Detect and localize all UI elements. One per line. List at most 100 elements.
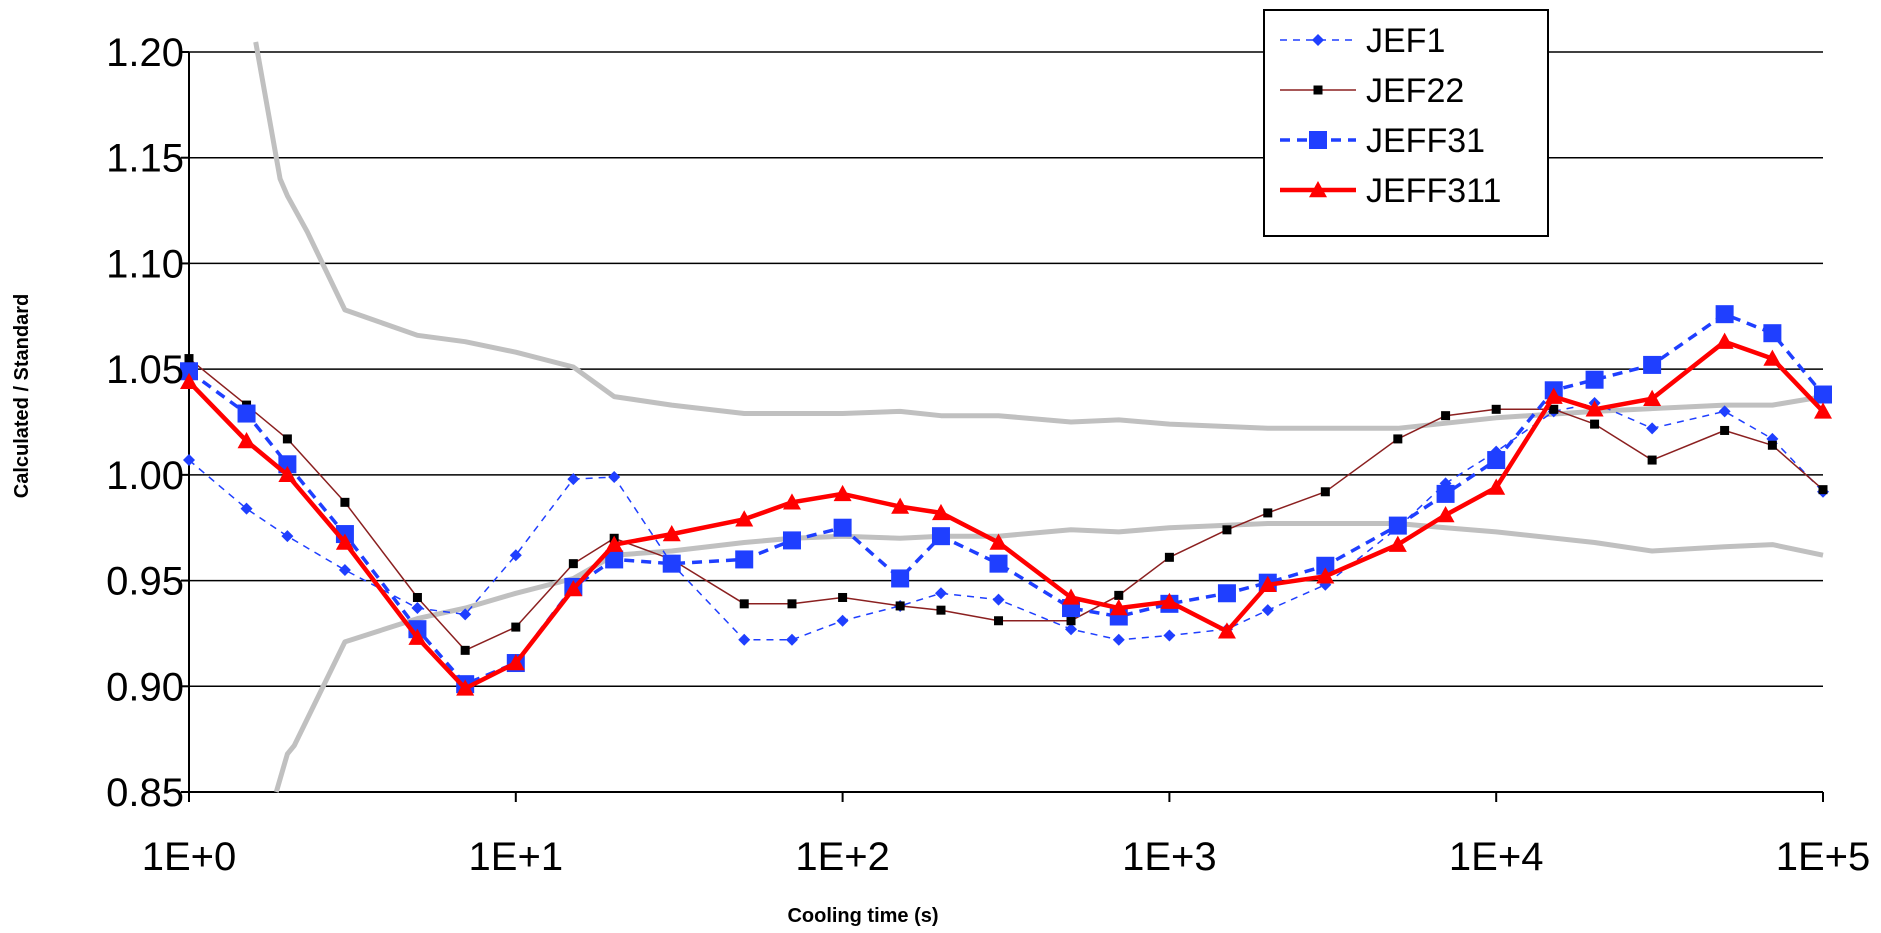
y-tick-label: 0.95 (106, 560, 184, 604)
data-point (1062, 588, 1081, 605)
data-point (1320, 487, 1330, 497)
data-point (1763, 349, 1782, 366)
legend-label: JEFF311 (1366, 172, 1501, 210)
y-tick-label: 1.20 (106, 31, 184, 75)
data-point (1814, 385, 1832, 404)
data-point (833, 518, 852, 537)
data-point (1114, 590, 1124, 600)
data-point (735, 510, 754, 527)
data-point (1643, 355, 1662, 374)
data-point (785, 633, 798, 646)
data-point (1388, 535, 1407, 552)
data-point (931, 503, 950, 521)
data-point (1217, 622, 1236, 639)
reference-bands (253, 41, 1824, 793)
legend: JEF1 JEF22 JEFF31 JEFF311 (1263, 9, 1549, 237)
data-point (184, 354, 194, 364)
data-point (782, 493, 801, 510)
data-point (989, 554, 1008, 573)
data-point (1065, 623, 1078, 636)
data-point (1109, 599, 1128, 616)
legend-swatch-marker (1313, 85, 1323, 95)
reference-band-line (273, 521, 1824, 793)
x-tick-label: 1E+3 (1122, 835, 1217, 879)
data-point (408, 628, 427, 645)
data-point (237, 404, 256, 423)
data-point (989, 533, 1008, 550)
data-point (662, 525, 681, 542)
y-tick-label: 0.90 (106, 665, 184, 709)
data-point (282, 434, 292, 444)
data-point (662, 554, 681, 573)
data-point (1112, 633, 1125, 646)
data-point (891, 497, 910, 514)
data-point (1763, 324, 1782, 343)
data-point (891, 569, 910, 588)
data-point (459, 608, 472, 621)
y-tick-label: 1.00 (106, 454, 184, 498)
series-jeff311 (180, 332, 1832, 696)
data-point (1718, 405, 1731, 418)
data-point (1316, 556, 1335, 575)
x-tick-label: 1E+2 (795, 835, 890, 879)
data-point (564, 580, 583, 597)
data-point (931, 527, 950, 546)
data-point (1258, 575, 1277, 592)
y-tick-label: 1.05 (106, 348, 184, 392)
data-point (1160, 592, 1179, 609)
data-point (605, 550, 624, 569)
data-point (1544, 387, 1563, 404)
data-point (934, 587, 947, 600)
series-jef22 (184, 354, 1828, 655)
data-point (739, 599, 749, 609)
data-point (782, 531, 801, 550)
series-group (180, 305, 1832, 696)
data-point (180, 362, 198, 381)
data-point (456, 679, 475, 696)
y-tick-label: 0.85 (106, 771, 184, 815)
data-point (1066, 616, 1076, 626)
data-point (787, 599, 797, 609)
legend-label: JEF22 (1366, 72, 1464, 110)
tick-labels: 0.85 0.90 0.95 1.00 1.05 1.10 1.15 1.20 1E+0 1E+1… (106, 31, 1870, 879)
x-axis-title: Cooling time (s) (787, 905, 938, 927)
data-point (237, 432, 256, 449)
data-point (1818, 485, 1828, 495)
data-point (1585, 400, 1604, 417)
data-point (1487, 478, 1506, 495)
data-point (836, 614, 849, 627)
x-tick-label: 1E+5 (1776, 835, 1871, 879)
data-point (1647, 455, 1657, 465)
legend-label: JEF1 (1366, 22, 1445, 60)
gridlines (189, 51, 1823, 688)
data-point (608, 470, 621, 483)
data-point (1316, 567, 1335, 584)
data-point (833, 484, 852, 502)
data-point (509, 549, 522, 562)
data-point (1715, 332, 1734, 349)
data-point (1487, 451, 1506, 470)
series-jef1 (183, 396, 1829, 646)
y-tick-label: 1.15 (106, 137, 184, 181)
data-point (605, 535, 624, 552)
data-point (278, 465, 297, 483)
data-point (1163, 629, 1176, 642)
data-point (335, 533, 354, 550)
data-point (1388, 516, 1407, 535)
series-line (188, 402, 1824, 641)
data-point (1261, 604, 1274, 617)
data-point (895, 601, 905, 611)
x-tick-label: 1E+0 (142, 835, 237, 879)
data-point (1491, 404, 1501, 414)
data-point (1217, 584, 1236, 603)
legend-swatch-marker (1309, 131, 1327, 149)
data-point (992, 593, 1005, 606)
data-point (735, 550, 754, 569)
data-point (1646, 422, 1659, 435)
data-point (1222, 525, 1232, 535)
data-point (340, 497, 350, 507)
data-point (1643, 389, 1662, 406)
data-point (1814, 402, 1832, 419)
data-point (411, 602, 424, 615)
